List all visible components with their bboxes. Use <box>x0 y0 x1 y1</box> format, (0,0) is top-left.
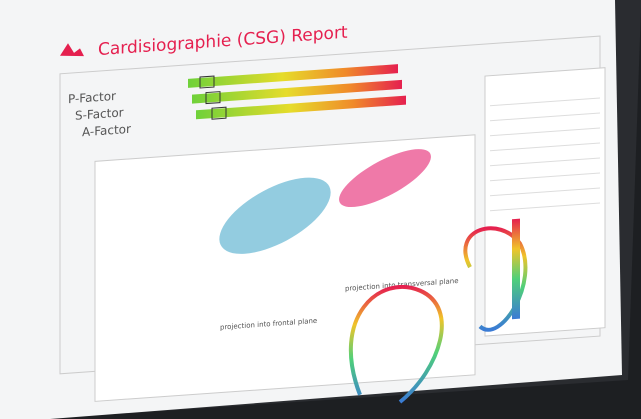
logo <box>60 43 84 57</box>
table-lines <box>490 97 600 212</box>
marker <box>205 91 221 105</box>
factor-label: P-Factor <box>68 89 116 106</box>
marker <box>211 106 227 120</box>
plot-panel <box>94 134 476 402</box>
factor-bar <box>188 64 398 88</box>
factor-bar <box>196 95 406 120</box>
factor-bar <box>192 79 402 104</box>
loop <box>348 284 444 404</box>
table-panel <box>484 67 606 337</box>
color-scale <box>512 218 520 320</box>
cluster <box>339 149 431 208</box>
loop <box>463 226 528 332</box>
report: Cardisiographie (CSG) Report P-Factor S-… <box>59 23 606 404</box>
factor-label: S-Factor <box>75 105 124 122</box>
marker <box>199 75 215 89</box>
factor-label: A-Factor <box>82 122 131 139</box>
cluster <box>219 177 331 254</box>
